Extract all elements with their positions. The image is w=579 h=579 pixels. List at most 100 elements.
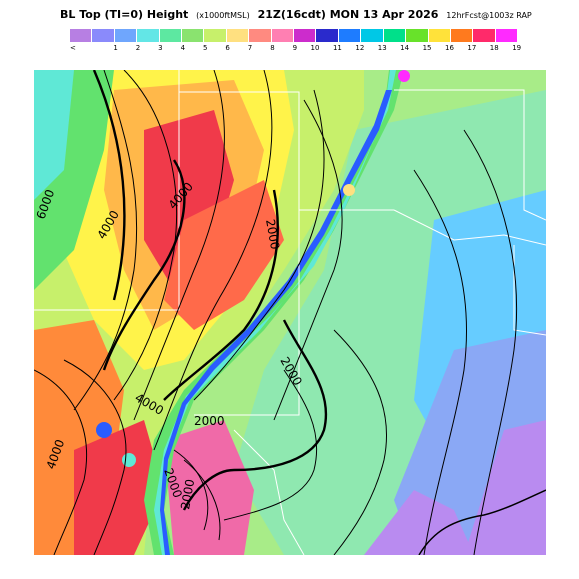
legend-swatch [271,29,295,42]
legend-swatch [406,29,429,42]
legend-swatch [428,29,451,42]
thick-contour-2 [163,189,279,401]
legend-swatch [338,29,362,42]
legend-swatch [70,29,93,42]
legend-tick-label: 18 [489,44,499,52]
legend-swatch [114,29,138,42]
contour-label: 2000 [263,218,282,251]
legend-tick-label: 7 [247,44,253,52]
contour-11 [34,369,88,555]
border-nm-az [34,70,180,311]
map-fill [34,70,546,555]
coastline [418,489,546,555]
legend-tick: 16 [429,43,454,55]
legend-tick: 3 [137,43,163,55]
legend-tick-label: 1 [113,44,118,52]
legend-tick-label: 11 [332,44,342,52]
thick-contours [92,70,328,511]
red-core [164,180,284,330]
contour-4 [153,70,273,451]
legend-tick: 18 [473,43,499,55]
legend-tick-label: 4 [180,44,186,52]
state-borders [34,70,546,555]
legend-ticks: <1 2 3 4 5 6 7 8 9 10 11 12 13 14 15 16 17 18 19 [70,43,522,55]
legend-swatch [159,29,183,42]
legend-tick: 15 [406,43,432,55]
legend-tick-label: 17 [467,44,477,52]
northwest-cyan [34,70,74,200]
legend-tick: 5 [182,43,208,55]
contour-13 [173,449,209,531]
contour-10 [463,129,518,555]
border-ks [394,89,546,221]
legend-tick-label: 15 [422,44,432,52]
legend-tick-label: 6 [225,44,230,52]
legend-swatch [473,29,496,42]
border-nm-north [179,91,300,210]
legend-swatch [361,29,384,42]
legend-tick-label: 10 [310,44,320,52]
contour-14 [183,459,221,541]
legend-tick-label: 12 [355,44,365,52]
legend-tick-label: 3 [158,44,163,52]
thick-contour-4 [92,70,126,301]
legend-tick: 2 [115,43,140,55]
legend-swatch [495,29,519,42]
legend-tick-label: < [70,44,76,52]
legend-tick-label: 16 [444,44,454,52]
legend-tick-label: 13 [377,44,387,52]
forecast-map: 6000 4000 4000 2000 2000 4000 2000 4000 … [34,70,546,555]
units-label: (x1000ftMSL) [196,11,250,20]
legend-tick-label: 9 [292,44,298,52]
color-legend [70,29,519,43]
legend-tick: 12 [339,43,365,55]
legend-swatch [92,29,115,42]
contour-1 [73,70,138,411]
legend-tick: 14 [384,43,409,55]
legend-tick: 7 [227,43,253,55]
legend-tick: 11 [316,43,342,55]
contour-3 [133,70,225,421]
contour-12 [63,359,127,555]
contour-9 [413,169,467,555]
legend-tick: 13 [361,43,387,55]
legend-tick-label: 8 [270,44,275,52]
coast-purple [364,490,474,555]
legend-tick: 10 [294,43,320,55]
legend-tick: 9 [272,43,298,55]
dryline-blue [160,90,392,555]
contour-8 [333,329,388,555]
thick-contour-1 [102,159,186,371]
gulf-purple [464,420,546,555]
thick-contour-3 [182,319,328,511]
contour-2 [113,70,177,401]
forecast-info: 12hrFcst@1003z RAP [446,11,532,20]
legend-tick-label: 5 [202,44,208,52]
chart-title: BL Top (TI=0) Height (x1000ftMSL) 21Z(16… [60,8,532,21]
contour-5 [193,89,325,401]
border-red-river [393,209,546,246]
border-ar-la [513,245,546,336]
legend-swatch [249,29,272,42]
north-patch [398,70,410,82]
border-tx-nm [194,210,300,416]
contour-label: 2000 [178,478,197,511]
pink-region [164,420,254,555]
border-rio-grande [233,429,305,555]
legend-tick: 6 [204,43,230,55]
legend-swatch [450,29,474,42]
legend-swatch [204,29,227,42]
legend-tick: 19 [496,43,522,55]
contour-label: 2000 [194,414,225,428]
contour-7 [223,369,318,521]
legend-swatch [182,29,205,42]
legend-swatch [137,29,160,42]
legend-tick: 17 [451,43,477,55]
west-cyan-spot [122,453,136,467]
west-blue-spot [96,422,112,438]
product-name: BL Top (TI=0) Height [60,8,189,21]
contours [34,70,518,555]
small-patch [343,184,355,196]
legend-tick-label: 19 [512,44,522,52]
legend-tick: 8 [249,43,275,55]
